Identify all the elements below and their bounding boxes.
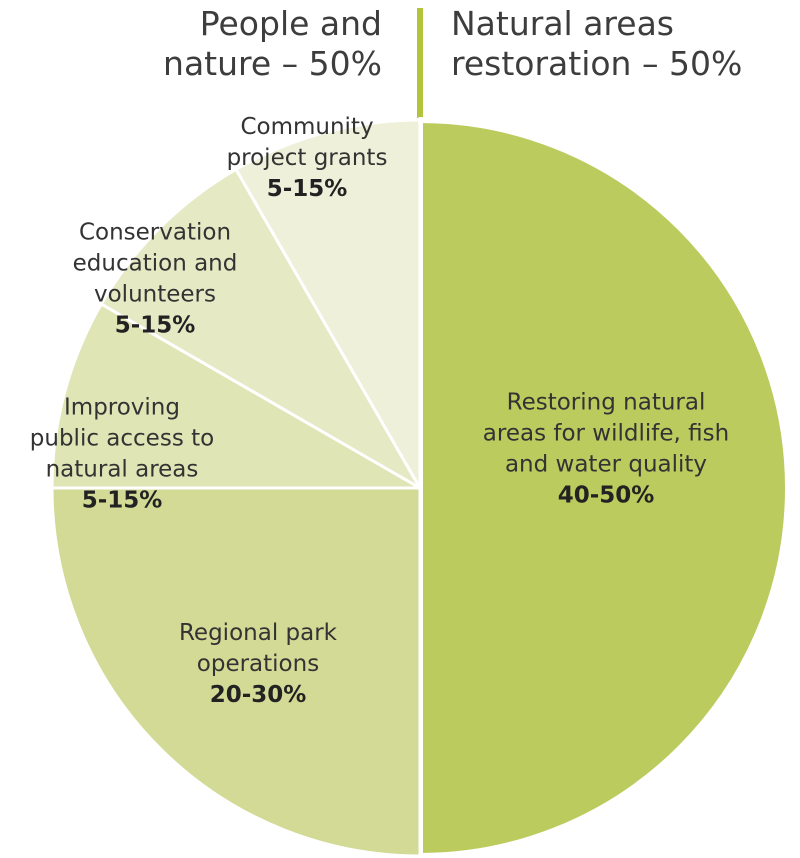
slice-label-group-2: Improving public access to natural areas 5-…: [30, 395, 214, 514]
slice-label-2-line-1: public access to: [30, 426, 214, 452]
slice-label-group-3: Conservation education and volunteers 5-15%: [73, 220, 238, 339]
pie-slice-2: [50, 302, 422, 490]
header-left-line-2: nature – 50%: [163, 44, 382, 83]
slice-value-2: 5-15%: [82, 488, 163, 514]
pie-slice-0: [417, 117, 791, 858]
header-right-line-1: Natural areas: [451, 4, 674, 43]
pie-slice-1: [50, 486, 422, 858]
header-right-line-2: restoration – 50%: [451, 44, 743, 83]
slice-label-group-4: Community project grants 5-15%: [227, 114, 388, 202]
slice-label-group-1: Regional park operations 20-30%: [179, 620, 338, 708]
header-left-line-1: People and: [199, 4, 382, 43]
slice-label-3-line-2: volunteers: [94, 282, 216, 308]
slice-label-3-line-0: Conservation: [79, 220, 231, 246]
slice-value-3: 5-15%: [115, 313, 196, 339]
slice-value-4: 5-15%: [267, 176, 348, 202]
slice-value-0: 40-50%: [558, 483, 655, 509]
pie-slice-3: [99, 167, 422, 490]
header-divider: [417, 8, 423, 118]
slice-label-1-line-0: Regional park: [179, 620, 338, 646]
header-natural-areas-restoration: Natural areas restoration – 50%: [451, 4, 742, 84]
slice-label-2-line-2: natural areas: [46, 457, 199, 483]
slice-label-group-0: Restoring natural areas for wildlife, fis…: [483, 390, 729, 509]
slice-label-3-line-1: education and: [73, 251, 238, 277]
pie-slice-4: [234, 118, 422, 490]
slice-label-2-line-0: Improving: [64, 395, 180, 421]
slice-value-1: 20-30%: [210, 682, 307, 708]
slice-label-4-line-1: project grants: [227, 145, 388, 171]
slice-label-0-line-0: Restoring natural: [507, 390, 706, 416]
slice-label-4-line-0: Community: [240, 114, 373, 140]
slice-label-0-line-1: areas for wildlife, fish: [483, 421, 729, 447]
slice-label-0-line-2: and water quality: [505, 452, 707, 478]
slice-label-1-line-1: operations: [197, 651, 319, 677]
header-people-and-nature: People and nature – 50%: [163, 4, 382, 84]
